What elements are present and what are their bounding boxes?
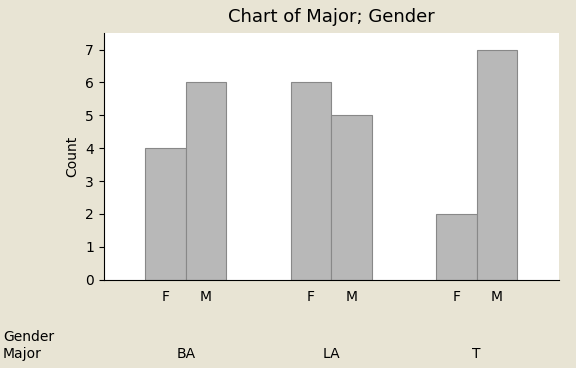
Text: BA: BA	[176, 347, 195, 361]
Bar	[476, 50, 517, 280]
Text: Major: Major	[3, 347, 41, 361]
Text: LA: LA	[323, 347, 340, 361]
Y-axis label: Count: Count	[66, 136, 79, 177]
Text: Gender: Gender	[3, 330, 54, 344]
Bar	[186, 82, 226, 280]
Title: Chart of Major; Gender: Chart of Major; Gender	[228, 8, 434, 26]
Text: T: T	[472, 347, 481, 361]
Bar	[291, 82, 331, 280]
Bar	[331, 115, 372, 280]
Bar	[145, 148, 186, 280]
Bar	[436, 214, 476, 280]
